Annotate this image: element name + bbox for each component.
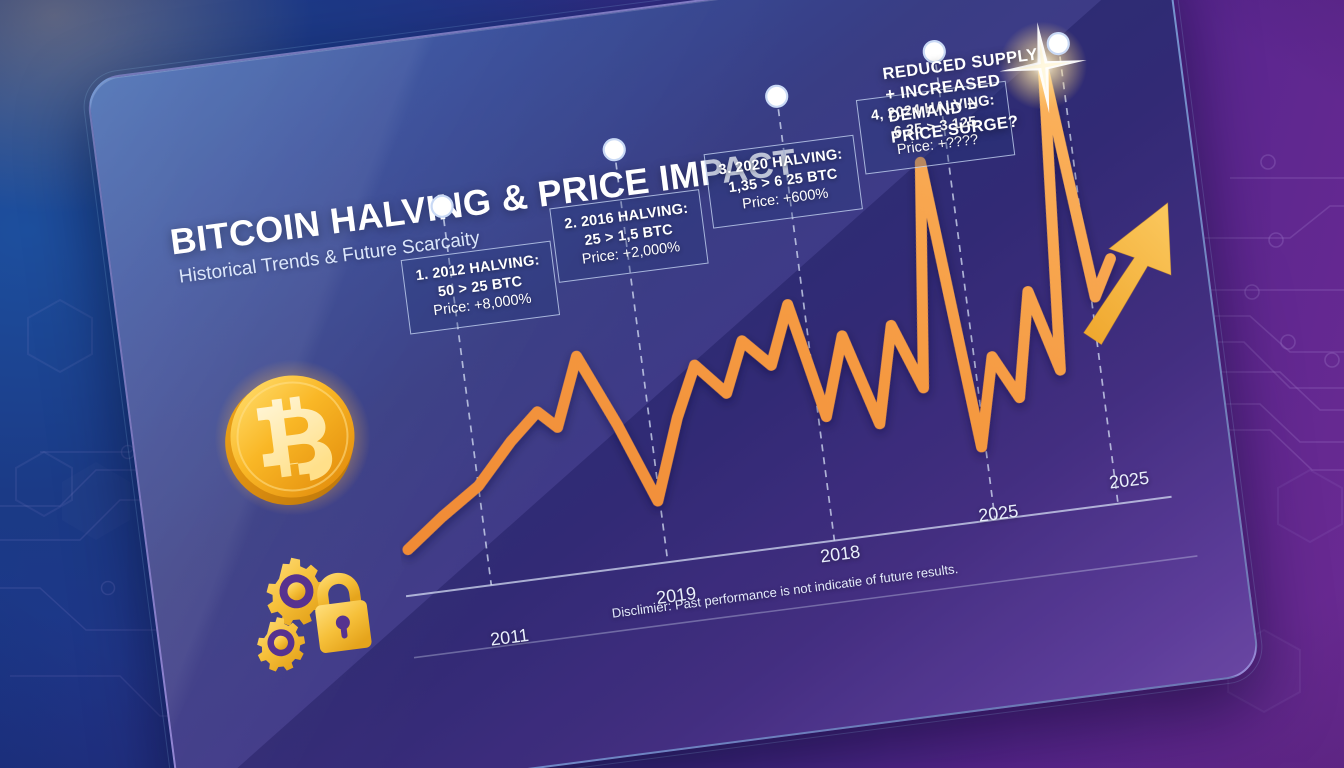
price-line [402, 64, 1116, 556]
chart-markers [430, 32, 1070, 218]
price-line-chart [402, 21, 1198, 660]
chart-axis [403, 495, 1198, 660]
marker-2016 [602, 138, 626, 162]
infographic-card: BITCOIN HALVING & PRICE IMPACT Historica… [84, 0, 1262, 768]
gears-padlock-icon [257, 557, 372, 672]
marker-2024 [922, 40, 946, 64]
marker-future [1046, 32, 1070, 56]
marker-2012 [430, 194, 454, 218]
marker-2020 [765, 84, 789, 108]
up-right-arrow-icon [1083, 201, 1172, 346]
bitcoin-coin-icon [214, 359, 371, 516]
